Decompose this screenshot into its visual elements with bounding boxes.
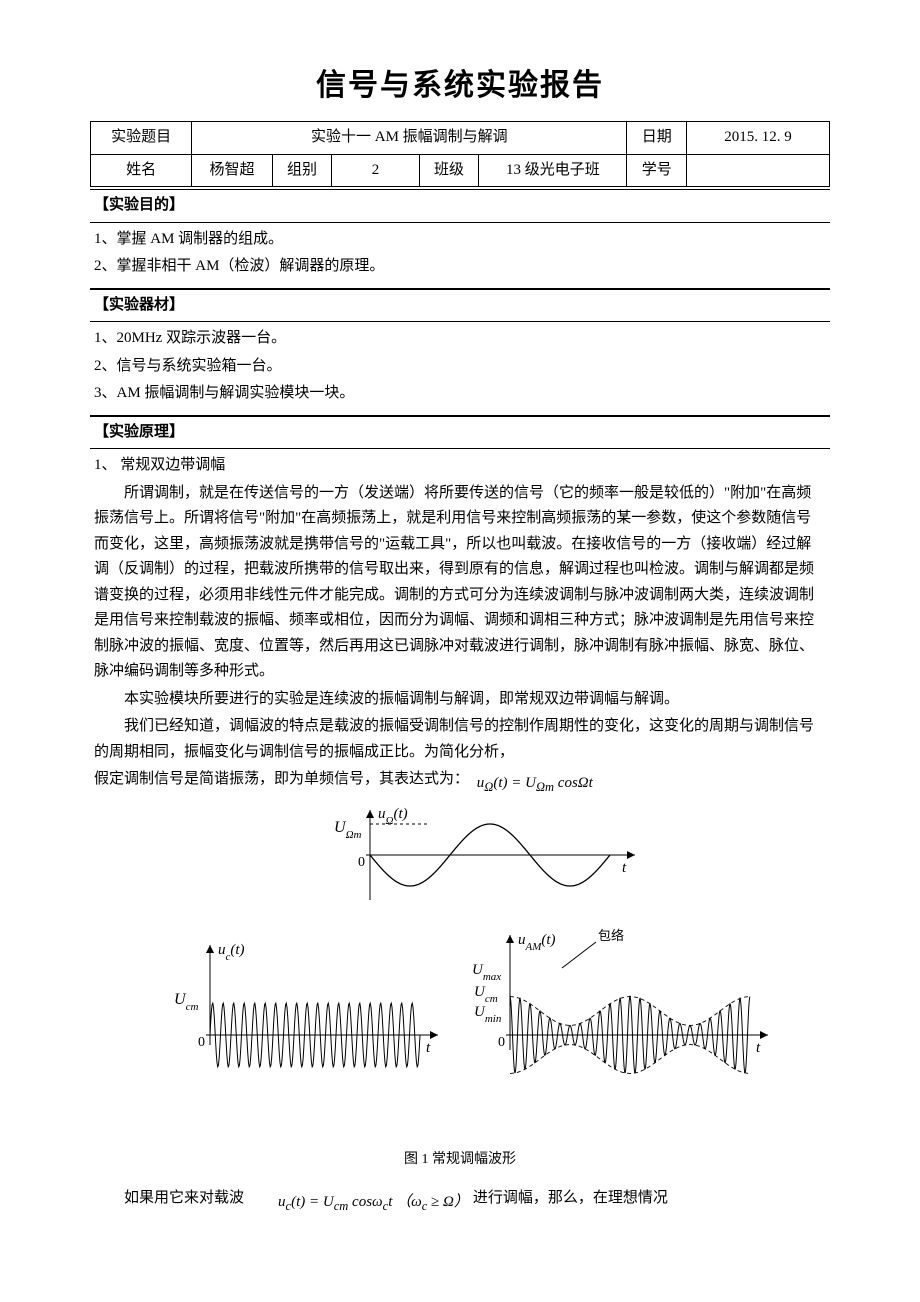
svg-text:uAM(t): uAM(t) xyxy=(518,932,556,953)
label-date: 日期 xyxy=(627,122,687,155)
svg-text:Umax: Umax xyxy=(472,962,501,983)
label-id: 学号 xyxy=(627,154,687,187)
svg-text:Umin: Umin xyxy=(474,1004,502,1025)
value-date: 2015. 12. 9 xyxy=(687,122,830,155)
principle-p4a: 假定调制信号是简谐振荡，即为单频信号，其表达式为： xyxy=(94,771,469,787)
purpose-head: 【实验目的】 xyxy=(90,189,830,223)
eq1: uΩ(t) = UΩm cosΩt xyxy=(477,771,593,798)
svg-text:UΩm: UΩm xyxy=(334,819,362,841)
value-topic: 实验十一 AM 振幅调制与解调 xyxy=(192,122,627,155)
purpose-block: 1、掌握 AM 调制器的组成。 2、掌握非相干 AM（检波）解调器的原理。 xyxy=(90,223,830,289)
last-a: 如果用它来对载波 xyxy=(124,1190,244,1206)
header-table: 实验题目 实验十一 AM 振幅调制与解调 日期 2015. 12. 9 姓名 杨… xyxy=(90,121,830,187)
equipment-head: 【实验器材】 xyxy=(90,289,830,323)
principle-p3: 我们已经知道，调幅波的特点是载波的振幅受调制信号的控制作周期性的变化，这变化的周… xyxy=(94,714,826,765)
svg-text:0: 0 xyxy=(498,1035,505,1050)
svg-text:Ucm: Ucm xyxy=(174,991,198,1013)
equip-item-2: 2、信号与系统实验箱一台。 xyxy=(94,354,826,380)
figure-caption: 图 1 常规调幅波形 xyxy=(94,1148,826,1172)
svg-text:0: 0 xyxy=(198,1035,205,1050)
last-b: 进行调幅，那么，在理想情况 xyxy=(473,1190,668,1206)
equip-item-3: 3、AM 振幅调制与解调实验模块一块。 xyxy=(94,381,826,407)
svg-text:t: t xyxy=(426,1040,431,1056)
svg-text:包络: 包络 xyxy=(598,928,624,943)
purpose-item-1: 1、掌握 AM 调制器的组成。 xyxy=(94,227,826,253)
label-group: 组别 xyxy=(272,154,332,187)
label-class: 班级 xyxy=(419,154,479,187)
eq2: uc(t) = Ucm cosωct （ωc ≥ Ω） xyxy=(248,1190,469,1217)
value-name: 杨智超 xyxy=(192,154,272,187)
value-class: 13 级光电子班 xyxy=(479,154,627,187)
principle-p4: 假定调制信号是简谐振荡，即为单频信号，其表达式为： uΩ(t) = UΩm co… xyxy=(94,767,826,798)
purpose-item-2: 2、掌握非相干 AM（检波）解调器的原理。 xyxy=(94,254,826,280)
principle-last: 如果用它来对载波uc(t) = Ucm cosωct （ωc ≥ Ω）进行调幅，… xyxy=(94,1186,826,1217)
report-title: 信号与系统实验报告 xyxy=(90,60,830,113)
value-group: 2 xyxy=(332,154,419,187)
principle-head: 【实验原理】 xyxy=(90,416,830,450)
equip-item-1: 1、20MHz 双踪示波器一台。 xyxy=(94,326,826,352)
svg-text:0: 0 xyxy=(358,855,365,870)
label-name: 姓名 xyxy=(91,154,192,187)
principle-block: 1、 常规双边带调幅 所谓调制，就是在传送信号的一方（发送端）将所要传送的信号（… xyxy=(90,449,830,1217)
principle-sub1: 1、 常规双边带调幅 xyxy=(94,453,826,479)
principle-p2: 本实验模块所要进行的实验是连续波的振幅调制与解调，即常规双边带调幅与解调。 xyxy=(94,687,826,713)
svg-text:uc(t): uc(t) xyxy=(218,942,245,963)
svg-text:Ucm: Ucm xyxy=(474,984,498,1005)
svg-text:t: t xyxy=(622,860,627,876)
label-topic: 实验题目 xyxy=(91,122,192,155)
svg-text:t: t xyxy=(756,1040,761,1056)
principle-p1: 所谓调制，就是在传送信号的一方（发送端）将所要传送的信号（它的频率一般是较低的）… xyxy=(94,481,826,685)
equipment-block: 1、20MHz 双踪示波器一台。 2、信号与系统实验箱一台。 3、AM 振幅调制… xyxy=(90,322,830,416)
value-id xyxy=(687,154,830,187)
figure-1: uΩ(t) UΩm 0 t uc(t) Ucm 0 t u xyxy=(140,800,780,1140)
